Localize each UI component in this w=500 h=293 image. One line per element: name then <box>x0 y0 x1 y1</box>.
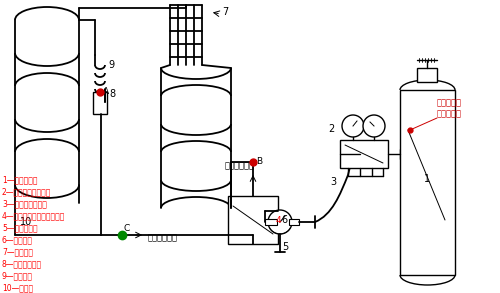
Bar <box>340 140 388 168</box>
Text: 4—带压力表的三通修理阀；: 4—带压力表的三通修理阀； <box>2 211 66 220</box>
Text: B: B <box>256 158 262 166</box>
Circle shape <box>268 210 292 234</box>
Bar <box>265 219 277 225</box>
Text: 6: 6 <box>281 215 287 225</box>
Text: 带压力表的
三通修理阀: 带压力表的 三通修理阀 <box>437 99 462 118</box>
Text: 10: 10 <box>20 217 32 227</box>
Text: 3—耐压连接胶管；: 3—耐压连接胶管； <box>2 199 47 208</box>
Bar <box>228 196 278 244</box>
Text: 5—快速接头；: 5—快速接头； <box>2 223 38 232</box>
Text: 7: 7 <box>222 7 228 17</box>
Text: 9—歇流管；: 9—歇流管； <box>2 271 33 280</box>
Text: 1—氯气钉瓶；: 1—氯气钉瓶； <box>2 175 38 184</box>
Bar <box>417 68 437 82</box>
Text: 10—蒸发器: 10—蒸发器 <box>2 283 33 292</box>
Text: 回气管（粗）: 回气管（粗） <box>148 233 178 242</box>
Bar <box>400 90 455 275</box>
Text: 6—压缩机；: 6—压缩机； <box>2 235 33 244</box>
Text: 2—氯气减压调节阀；: 2—氯气减压调节阀； <box>2 187 51 196</box>
Circle shape <box>342 115 364 137</box>
Text: 出气管（细）: 出气管（细） <box>225 161 255 170</box>
Text: 3: 3 <box>330 177 336 187</box>
Bar <box>400 149 410 159</box>
Text: 8—干燥过滤器；: 8—干燥过滤器； <box>2 259 42 268</box>
Bar <box>93 92 107 114</box>
Text: 8: 8 <box>109 89 115 99</box>
Text: 2: 2 <box>328 124 334 134</box>
Text: 5: 5 <box>282 242 288 252</box>
Bar <box>289 219 299 225</box>
Text: A: A <box>103 88 109 96</box>
Text: 7—冷凝器；: 7—冷凝器； <box>2 247 33 256</box>
Text: C: C <box>124 224 130 233</box>
Text: 4: 4 <box>276 216 281 225</box>
Circle shape <box>363 115 385 137</box>
Text: 1: 1 <box>424 174 430 184</box>
Text: 9: 9 <box>108 60 114 70</box>
